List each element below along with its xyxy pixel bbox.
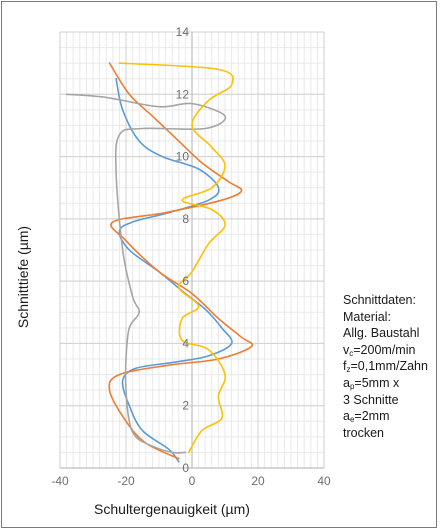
series-line-1 — [115, 77, 233, 463]
cutting-data-notes: Schnittdaten: Material: Allg. Baustahl v… — [343, 292, 439, 441]
y-tick-label: 0 — [182, 461, 189, 475]
feed-per-tooth: fz=0,1mm/Zahn — [343, 359, 428, 375]
material-value: Allg. Baustahl — [343, 326, 420, 341]
y-tick-label: 4 — [182, 336, 189, 350]
y-tick-label: 6 — [182, 274, 189, 288]
tick-labels: -40 -20 0 20 40 0 2 4 6 8 10 12 14 — [51, 25, 331, 488]
cutting-speed: vc=200m/min — [343, 342, 416, 358]
cutting-depth: ap=5mm x — [343, 375, 400, 391]
x-tick-label: 0 — [189, 474, 196, 488]
series-line-2 — [108, 62, 254, 460]
axes — [60, 32, 324, 469]
x-tick-label: -20 — [117, 474, 135, 488]
number-of-cuts: 3 Schnitte — [343, 392, 399, 407]
y-tick-label: 10 — [176, 150, 190, 164]
cutting-width: ae=2mm — [343, 409, 390, 425]
y-tick-label: 8 — [182, 212, 189, 226]
y-tick-label: 2 — [182, 399, 189, 413]
y-tick-label: 14 — [176, 25, 190, 39]
y-tick-label: 12 — [176, 87, 190, 101]
x-tick-label: 20 — [251, 474, 265, 488]
notes-heading: Schnittdaten: — [343, 293, 416, 307]
series-group — [65, 62, 254, 463]
x-tick-label: 40 — [317, 474, 331, 488]
coolant-condition: trocken — [343, 425, 384, 440]
grid — [59, 31, 325, 469]
y-axis-title: Schnitttiefe (µm) — [15, 226, 31, 328]
series-line-3 — [65, 93, 227, 454]
x-axis-title: Schultergenauigkeit (µm) — [94, 501, 250, 517]
x-tick-label: -40 — [51, 474, 69, 488]
series-line-4 — [118, 62, 234, 454]
material-label: Material: — [343, 309, 391, 324]
